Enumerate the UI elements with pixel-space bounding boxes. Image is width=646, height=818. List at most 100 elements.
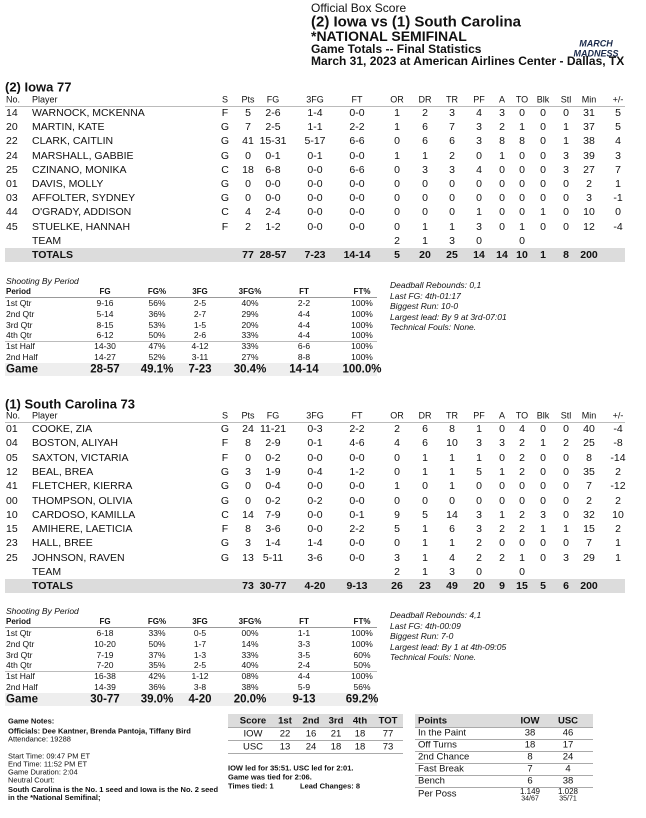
stat-cell: STUELKE, HANNAH	[32, 220, 131, 233]
team-note: Deadball Rebounds: 4,1	[390, 609, 482, 620]
stat-cell: 0	[563, 177, 569, 190]
stat-cell: 1	[422, 220, 428, 233]
column-header: No.	[6, 94, 21, 105]
header-line: Official Box Score	[311, 1, 407, 15]
stat-cell: 32	[583, 508, 595, 521]
stat-cell: AMIHERE, LAETICIA	[32, 522, 133, 535]
team-note: Last FG: 4th-00:09	[390, 620, 461, 631]
stat-cell: 3-6	[307, 551, 323, 564]
stat-cell: 1	[519, 220, 525, 233]
shooting-cell: 4-12	[191, 341, 209, 351]
shooting-cell: 7-23	[188, 363, 212, 376]
shooting-cell: 1-5	[193, 319, 207, 330]
shooting-cell: 1-3	[193, 649, 207, 660]
stat-cell: 5	[476, 465, 482, 478]
shooting-cell: 39.0%	[140, 693, 174, 706]
stat-cell: 0	[476, 149, 482, 162]
shooting-cell: 4-4	[297, 308, 311, 319]
team-note: Largest lead: By 1 at 4th-09:05	[390, 641, 507, 652]
score-header	[228, 714, 403, 727]
stat-cell: MARTIN, KATE	[32, 120, 105, 133]
stat-cell: 1	[449, 451, 455, 464]
stat-cell: 2	[519, 465, 525, 478]
column-header: OR	[390, 410, 404, 421]
stat-cell: 27	[583, 163, 595, 176]
stat-cell: 5-11	[262, 551, 284, 564]
shooting-cell: 20.0%	[233, 693, 267, 706]
stat-cell: 04	[6, 437, 18, 450]
stat-cell: 8	[449, 422, 455, 435]
shooting-cell: 9-16	[96, 297, 114, 308]
stat-cell: 0	[422, 494, 428, 507]
stat-cell: 1	[422, 149, 428, 162]
stat-cell: 10	[612, 508, 624, 521]
stat-cell: 1	[563, 135, 569, 148]
shooting-cell: 4th Qtr	[6, 330, 32, 341]
stat-cell: 2-5	[265, 120, 281, 133]
score-rule	[228, 753, 403, 754]
shooting-rule	[5, 627, 377, 628]
stat-cell: 0	[563, 508, 569, 521]
score-rule	[228, 740, 403, 741]
team-note: Technical Fouls: None.	[390, 321, 477, 332]
score-cell: 21	[330, 728, 342, 740]
shooting-cell: 40%	[241, 660, 259, 671]
totals-cell: 5	[394, 248, 400, 261]
stat-cell: 0	[540, 451, 546, 464]
stat-cell: 0-1	[349, 508, 365, 521]
stat-cell: 14	[6, 106, 18, 119]
stat-cell: JOHNSON, RAVEN	[32, 551, 125, 564]
score-rule	[228, 727, 403, 728]
points-header-cell: IOW	[520, 715, 540, 727]
stat-cell: 1	[422, 551, 428, 564]
stat-cell: 0	[540, 465, 546, 478]
per-poss-value: 1.149	[519, 787, 541, 796]
stat-cell: 18	[242, 163, 254, 176]
totals-cell: 23	[419, 580, 431, 593]
stat-cell: 03	[6, 191, 18, 204]
stat-cell: 4	[394, 437, 400, 450]
stat-cell: 8	[245, 437, 251, 450]
stat-cell: -4	[613, 422, 623, 435]
stat-cell: 0	[499, 220, 505, 233]
stat-cell: 0	[540, 149, 546, 162]
points-header-cell: Points	[418, 715, 448, 727]
column-header: Pts	[241, 410, 255, 421]
stat-cell: 0	[540, 479, 546, 492]
shooting-cell: Game	[6, 693, 38, 706]
shooting-cell: 49.1%	[140, 363, 174, 376]
shooting-cell: 2-5	[193, 297, 207, 308]
stat-cell: THOMPSON, OLIVIA	[32, 494, 133, 507]
totals-cell: TOTALS	[32, 580, 74, 593]
shooting-cell: 100%	[351, 308, 373, 319]
stat-cell: 2	[476, 537, 482, 550]
stat-cell: 8	[245, 522, 251, 535]
stat-cell: 0	[519, 537, 525, 550]
column-header: Blk	[536, 410, 550, 421]
shooting-cell: 4-20	[188, 693, 212, 706]
totals-cell: 15	[516, 580, 528, 593]
stat-cell: 40	[583, 422, 595, 435]
stat-cell: SAXTON, VICTARIA	[32, 451, 129, 464]
column-header: TR	[446, 410, 458, 421]
stat-cell: 0-0	[349, 220, 365, 233]
stat-cell: 3-6	[265, 522, 281, 535]
stat-cell: 0-0	[349, 451, 365, 464]
shooting-cell: 6-18	[96, 627, 114, 638]
stat-cell: 1	[519, 551, 525, 564]
stat-cell: 01	[6, 177, 18, 190]
header-line: (2) Iowa vs (1) South Carolina	[311, 13, 522, 31]
stat-cell: 1	[540, 437, 546, 450]
stat-cell: 0	[519, 494, 525, 507]
stat-cell: 0	[245, 177, 251, 190]
column-header: FT	[351, 94, 363, 105]
stat-cell: 45	[6, 220, 18, 233]
per-poss-value: 1.028	[557, 787, 579, 796]
stat-cell: 0	[499, 163, 505, 176]
stat-cell: 2	[586, 177, 592, 190]
stat-cell: 0	[519, 479, 525, 492]
stat-cell: 1	[394, 479, 400, 492]
score-cell: 18	[354, 728, 366, 740]
stat-cell: 0-0	[349, 191, 365, 204]
shooting-title: Shooting By Period	[6, 275, 79, 286]
